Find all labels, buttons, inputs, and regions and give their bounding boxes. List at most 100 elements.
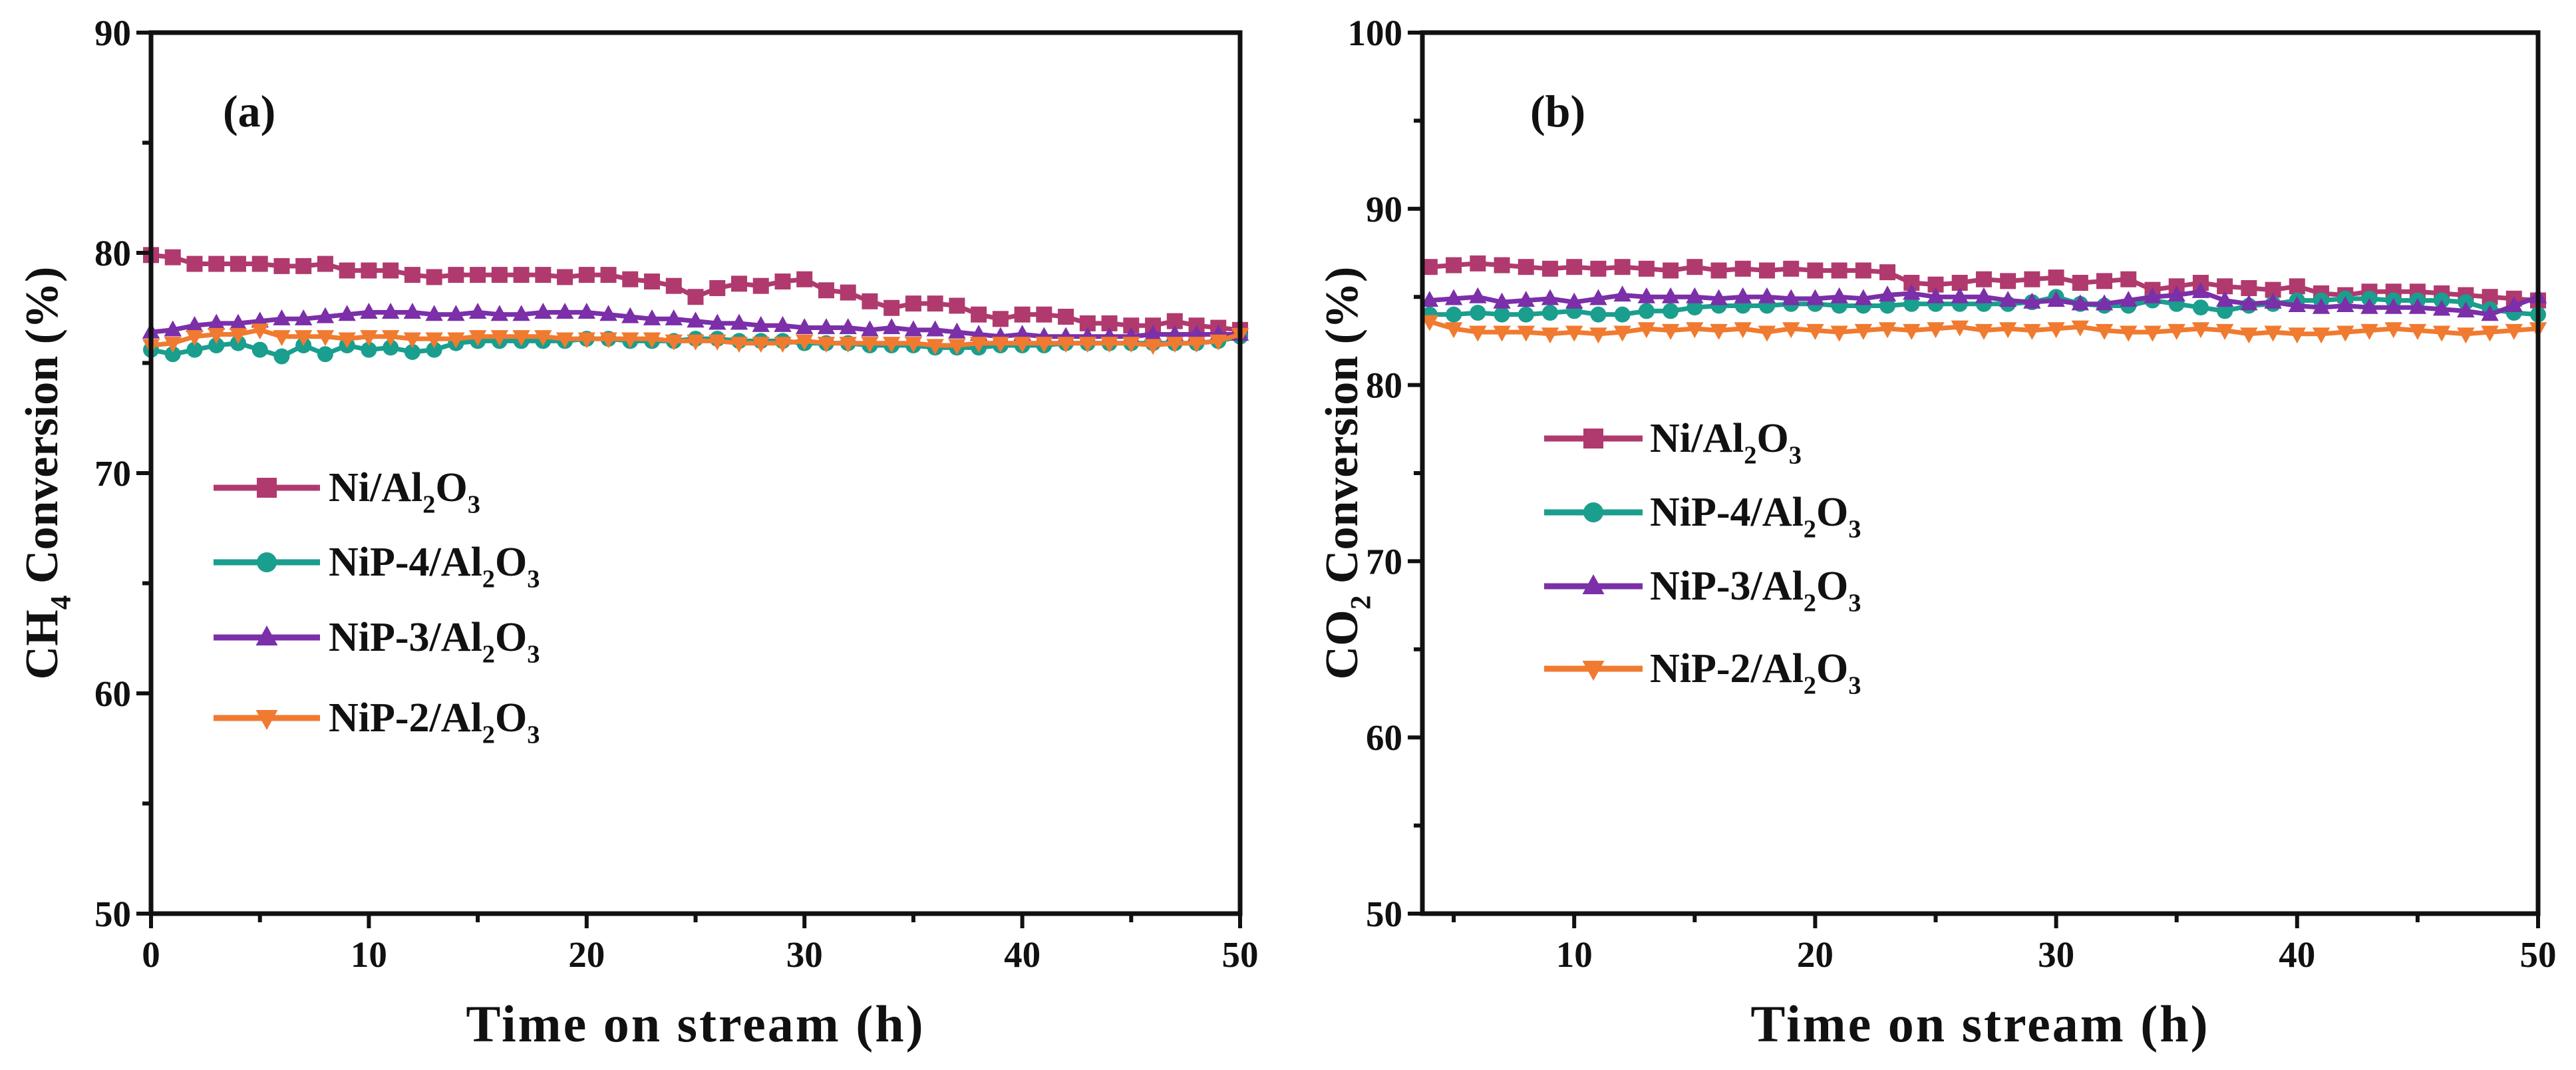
data-point-square	[470, 267, 486, 283]
data-point-triangle-up	[1710, 289, 1728, 305]
data-point-triangle-up	[2168, 285, 2185, 302]
data-point-triangle-up	[2047, 291, 2065, 307]
data-point-triangle-down	[643, 332, 661, 349]
data-point-circle	[273, 348, 290, 365]
data-point-triangle-down	[1903, 323, 1921, 340]
data-point-circle	[164, 346, 181, 363]
data-point-triangle-down	[2481, 325, 2499, 342]
data-point-square	[1494, 257, 1510, 273]
data-point-triangle-up	[730, 313, 748, 330]
data-point-square	[730, 275, 747, 292]
data-point-circle	[1879, 297, 1896, 314]
data-point-triangle-up	[1661, 287, 1680, 303]
data-point-triangle-down	[360, 330, 378, 347]
data-point-triangle-up	[1565, 292, 1583, 309]
data-point-triangle-down	[1469, 325, 1487, 342]
data-point-square	[1446, 257, 1462, 273]
legend-item: Ni/Al2O3	[1544, 416, 1802, 469]
x-tick-label: 20	[568, 934, 605, 975]
data-point-triangle-up	[2336, 296, 2354, 313]
data-point-triangle-down	[2168, 323, 2185, 340]
data-point-triangle-up	[882, 318, 901, 335]
data-point-triangle-up	[1878, 285, 1897, 302]
data-point-square	[1583, 429, 1603, 448]
data-point-triangle-up	[2144, 287, 2162, 303]
data-point-square	[1855, 262, 1871, 279]
data-point-square	[774, 273, 791, 290]
data-point-triangle-down	[1830, 325, 1848, 342]
data-point-square	[1036, 306, 1052, 323]
legend-label: NiP-4/Al2O3	[329, 540, 540, 593]
data-point-square	[1663, 262, 1679, 279]
data-point-triangle-down	[665, 334, 683, 351]
data-point-triangle-down	[991, 337, 1010, 353]
data-point-square	[1783, 260, 1800, 277]
y-tick-label: 70	[1366, 541, 1402, 582]
data-point-triangle-down	[2312, 327, 2331, 344]
data-point-triangle-up	[1782, 289, 1800, 305]
data-point-square	[687, 289, 704, 305]
data-point-triangle-down	[687, 334, 705, 351]
data-point-triangle-up	[273, 309, 291, 325]
data-point-triangle-up	[403, 302, 422, 319]
data-point-square	[208, 256, 225, 272]
data-point-square	[557, 269, 573, 285]
data-point-triangle-up	[1686, 287, 1704, 303]
data-point-triangle-down	[1035, 337, 1053, 353]
y-tick-label: 60	[1366, 717, 1402, 758]
data-point-circle	[404, 343, 420, 360]
data-point-circle	[1687, 299, 1703, 316]
data-point-triangle-up	[1951, 287, 1969, 303]
data-point-circle	[1494, 306, 1510, 323]
data-point-circle	[1590, 306, 1607, 323]
data-point-triangle-down	[904, 337, 923, 353]
panel-label: (a)	[223, 86, 275, 136]
data-point-triangle-down	[1209, 334, 1227, 351]
data-point-triangle-up	[490, 305, 509, 321]
data-point-triangle-down	[861, 337, 879, 353]
data-point-triangle-up	[1420, 291, 1439, 307]
legend-label: NiP-2/Al2O3	[1650, 646, 1861, 699]
data-point-triangle-up	[1830, 287, 1848, 303]
data-point-square	[2289, 278, 2305, 295]
data-point-circle	[2192, 299, 2209, 316]
data-point-circle	[1663, 303, 1679, 319]
data-point-square	[186, 256, 203, 272]
data-point-square	[709, 279, 726, 296]
data-point-square	[2024, 271, 2040, 287]
data-point-triangle-up	[2023, 292, 2041, 309]
x-axis-title: Time on stream (h)	[1750, 995, 2209, 1053]
data-point-circle	[251, 341, 268, 358]
data-point-triangle-down	[969, 337, 988, 353]
data-point-triangle-down	[1710, 323, 1728, 340]
data-point-triangle-up	[2384, 297, 2402, 314]
data-point-triangle-down	[1582, 661, 1605, 681]
series-ni-al2o3	[1421, 255, 2546, 309]
data-point-triangle-up	[1589, 289, 1607, 305]
data-point-square	[361, 262, 377, 279]
data-point-triangle-up	[468, 302, 487, 319]
data-point-triangle-up	[1582, 574, 1605, 594]
data-point-triangle-down	[2457, 327, 2475, 344]
data-point-triangle-up	[1806, 289, 1824, 305]
data-point-triangle-down	[490, 330, 509, 347]
data-point-triangle-down	[2023, 323, 2041, 340]
data-point-square	[752, 277, 769, 294]
data-point-triangle-down	[2505, 323, 2523, 340]
data-point-triangle-down	[403, 332, 422, 349]
y-tick-label: 80	[94, 233, 131, 273]
data-point-square	[1518, 259, 1534, 275]
data-point-triangle-down	[1734, 322, 1752, 339]
data-point-square	[1734, 260, 1751, 277]
data-point-triangle-up	[255, 625, 278, 645]
data-point-triangle-up	[577, 302, 595, 319]
panel-label: (b)	[1530, 86, 1585, 136]
data-point-square	[1638, 260, 1655, 277]
data-point-triangle-up	[2481, 305, 2499, 321]
data-point-circle	[257, 552, 277, 572]
data-point-circle	[208, 337, 225, 354]
data-point-triangle-up	[1013, 325, 1031, 341]
data-point-triangle-up	[969, 325, 988, 341]
data-point-triangle-down	[2384, 322, 2402, 339]
